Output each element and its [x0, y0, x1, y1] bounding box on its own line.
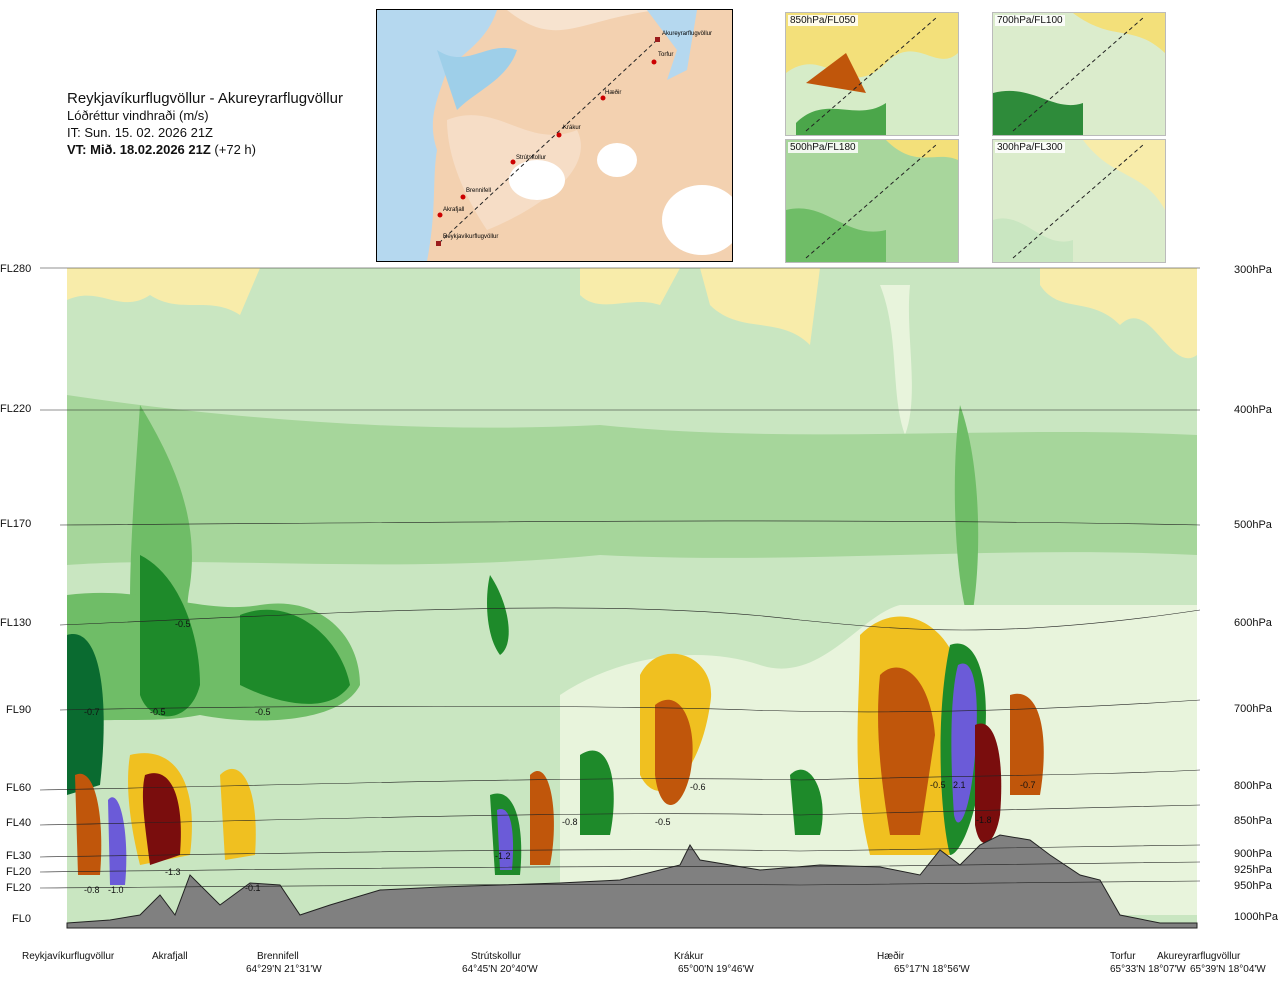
fl-label: FL170 [0, 518, 32, 530]
svg-text:-0.6: -0.6 [690, 782, 706, 792]
fl-label: FL20 [6, 866, 32, 878]
route-point-label: Akrafjall [152, 951, 188, 962]
route-point-label: Reykjavíkurflugvöllur [22, 951, 115, 962]
route-map: Akureyrarflugvöllur Torfur Hæðir Krákur … [376, 9, 733, 262]
pressure-label: 700hPa [1234, 703, 1272, 715]
svg-text:-0.7: -0.7 [1020, 780, 1036, 790]
svg-text:-0.1: -0.1 [245, 883, 261, 893]
svg-text:Strútskollur: Strútskollur [516, 155, 546, 161]
panel-850hpa-label: 850hPa/FL050 [788, 15, 858, 26]
chart-subtitle: Lóðréttur vindhraði (m/s) [67, 108, 209, 123]
pressure-label: 600hPa [1234, 617, 1272, 629]
svg-text:-0.5: -0.5 [255, 707, 271, 717]
cross-section-plot: -0.7 -0.5 -0.5 -0.5 -0.8 -1.0 -1.3 -0.1 … [39, 267, 1201, 929]
pressure-label: 500hPa [1234, 519, 1272, 531]
route-point-label: Strútskollur [471, 951, 522, 962]
svg-text:Akureyrarflugvöllur: Akureyrarflugvöllur [662, 31, 712, 37]
pressure-label: 300hPa [1234, 264, 1272, 276]
svg-text:Hæðir: Hæðir [605, 89, 621, 96]
fl-label: FL280 [0, 263, 32, 275]
svg-text:-0.5: -0.5 [655, 817, 671, 827]
fl-label: FL90 [6, 704, 32, 716]
fl-label: FL0 [12, 913, 31, 925]
fl-label: FL130 [0, 617, 32, 629]
pressure-label: 1000hPa [1234, 911, 1279, 923]
route-point-label: Brennifell [257, 951, 299, 962]
valid-time: VT: Mið. 18.02.2026 21Z (+72 h) [67, 142, 256, 157]
route-point-coord: 65°00'N 19°46'W [678, 964, 754, 975]
svg-text:-1.0: -1.0 [108, 885, 124, 895]
panel-300hpa: 300hPa/FL300 [992, 139, 1166, 263]
route-map-labels: Akureyrarflugvöllur Torfur Hæðir Krákur … [436, 31, 712, 246]
route-point-label: Akureyrarflugvöllur [1157, 951, 1241, 962]
route-point-label: Torfur [1110, 951, 1136, 962]
svg-text:Reykjavíkurflugvöllur: Reykjavíkurflugvöllur [443, 234, 498, 240]
svg-text:Akrafjall: Akrafjall [443, 207, 464, 213]
panel-500hpa: 500hPa/FL180 [785, 139, 959, 263]
panel-850hpa-svg [786, 13, 958, 135]
svg-text:-0.5: -0.5 [150, 707, 166, 717]
pressure-label: 400hPa [1234, 404, 1272, 416]
fl-label: FL30 [6, 850, 32, 862]
chart-title: Reykjavíkurflugvöllur - Akureyrarflugvöl… [67, 90, 343, 107]
fl-label: FL40 [6, 817, 32, 829]
route-point-label: Krákur [674, 951, 704, 962]
pressure-label: 900hPa [1234, 848, 1272, 860]
fl-label: FL60 [6, 782, 32, 794]
issue-time: IT: Sun. 15. 02. 2026 21Z [67, 125, 213, 140]
pressure-label: 950hPa [1234, 880, 1272, 892]
svg-text:-0.5: -0.5 [175, 619, 191, 629]
value-annotations: -0.7 -0.5 -0.5 -0.5 -0.8 -1.0 -1.3 -0.1 … [84, 619, 1036, 895]
route-point-label: Hæðir [877, 951, 905, 962]
pressure-label: 850hPa [1234, 815, 1272, 827]
svg-text:-0.8: -0.8 [562, 817, 578, 827]
route-point-coord: 64°45'N 20°40'W [462, 964, 538, 975]
level-lines [39, 267, 1201, 889]
svg-text:Krákur: Krákur [563, 125, 581, 131]
svg-text:Torfur: Torfur [658, 52, 673, 58]
vertical-velocity-field [67, 268, 1197, 928]
fl-label: FL20 [6, 882, 32, 894]
svg-text:-1.3: -1.3 [165, 867, 181, 877]
panel-700hpa-svg [993, 13, 1165, 135]
svg-text:-0.7: -0.7 [84, 707, 100, 717]
svg-text:-1.2: -1.2 [495, 851, 511, 861]
route-point-coord: 64°29'N 21°31'W [246, 964, 322, 975]
pressure-label: 925hPa [1234, 864, 1272, 876]
panel-300hpa-svg [993, 140, 1165, 262]
route-point-coord: 65°17'N 18°56'W [894, 964, 970, 975]
panel-700hpa-label: 700hPa/FL100 [995, 15, 1065, 26]
panel-300hpa-label: 300hPa/FL300 [995, 142, 1065, 153]
chart-titles: Reykjavíkurflugvöllur - Akureyrarflugvöl… [67, 90, 343, 158]
panel-500hpa-label: 500hPa/FL180 [788, 142, 858, 153]
panel-500hpa-svg [786, 140, 958, 262]
route-point-coord: 65°39'N 18°04'W [1190, 964, 1266, 975]
svg-text:2.1: 2.1 [953, 780, 966, 790]
svg-text:Brennifell: Brennifell [466, 188, 491, 194]
route-point-coord: 65°33'N 18°07'W [1110, 964, 1186, 975]
panel-850hpa: 850hPa/FL050 [785, 12, 959, 136]
terrain [66, 834, 1198, 929]
svg-text:-0.5: -0.5 [930, 780, 946, 790]
fl-label: FL220 [0, 403, 32, 415]
pressure-label: 800hPa [1234, 780, 1272, 792]
svg-text:-1.8: -1.8 [976, 815, 992, 825]
route-map-svg: Akureyrarflugvöllur Torfur Hæðir Krákur … [377, 10, 732, 261]
panel-700hpa: 700hPa/FL100 [992, 12, 1166, 136]
svg-text:-0.8: -0.8 [84, 885, 100, 895]
